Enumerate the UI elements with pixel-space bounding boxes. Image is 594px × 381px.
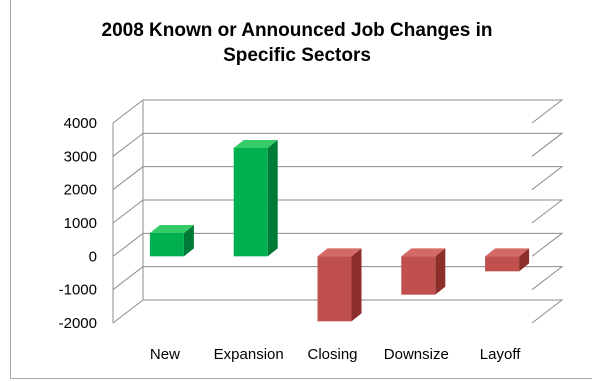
bar-front <box>233 148 268 257</box>
gridline <box>112 166 564 191</box>
bar-top <box>485 248 530 257</box>
x-category-label: Layoff <box>480 346 521 363</box>
bar-side <box>351 248 362 322</box>
bar-front <box>401 256 436 295</box>
bars <box>149 140 530 322</box>
bar-front <box>149 233 184 257</box>
x-category-label: Downsize <box>384 346 449 363</box>
gridline <box>112 199 564 224</box>
bar <box>149 225 194 257</box>
bar <box>401 248 446 295</box>
chart-frame <box>10 0 592 379</box>
y-tick-label: 1000 <box>64 215 97 232</box>
chart-title: 2008 Known or Announced Job Changes in S… <box>0 18 594 68</box>
gridline <box>112 232 564 257</box>
chart-title-line-1: 2008 Known or Announced Job Changes in <box>101 20 493 41</box>
gridlines <box>112 99 564 324</box>
gridline <box>112 132 564 157</box>
y-tick-label: 2000 <box>64 182 97 199</box>
y-tick-label: 3000 <box>64 148 97 165</box>
bar-side <box>519 248 530 272</box>
gridline <box>112 99 564 124</box>
y-axis-tick-labels: 4000 3000 2000 1000 0 -1000 -2000 <box>59 115 97 332</box>
bar-top <box>317 248 362 257</box>
y-tick-label: -1000 <box>59 282 97 299</box>
bar-side <box>267 140 278 257</box>
x-category-label: New <box>150 346 180 363</box>
bar-top <box>233 140 278 148</box>
y-tick-label: 4000 <box>64 115 97 132</box>
x-category-label: Closing <box>307 346 357 363</box>
bar <box>317 248 362 322</box>
x-category-label: Expansion <box>214 346 284 363</box>
bar-side <box>183 225 194 257</box>
bar-top <box>401 248 446 257</box>
chart-title-line-2: Specific Sectors <box>223 45 371 66</box>
x-axis-category-labels: New Expansion Closing Downsize Layoff <box>150 346 521 363</box>
bar <box>233 140 278 257</box>
y-tick-label: 0 <box>89 248 97 265</box>
y-tick-label: -2000 <box>59 315 97 332</box>
bar-front <box>317 256 352 322</box>
bar-side <box>435 248 446 295</box>
bar <box>485 248 530 272</box>
bar-top <box>149 225 194 233</box>
bar-front <box>485 256 520 272</box>
